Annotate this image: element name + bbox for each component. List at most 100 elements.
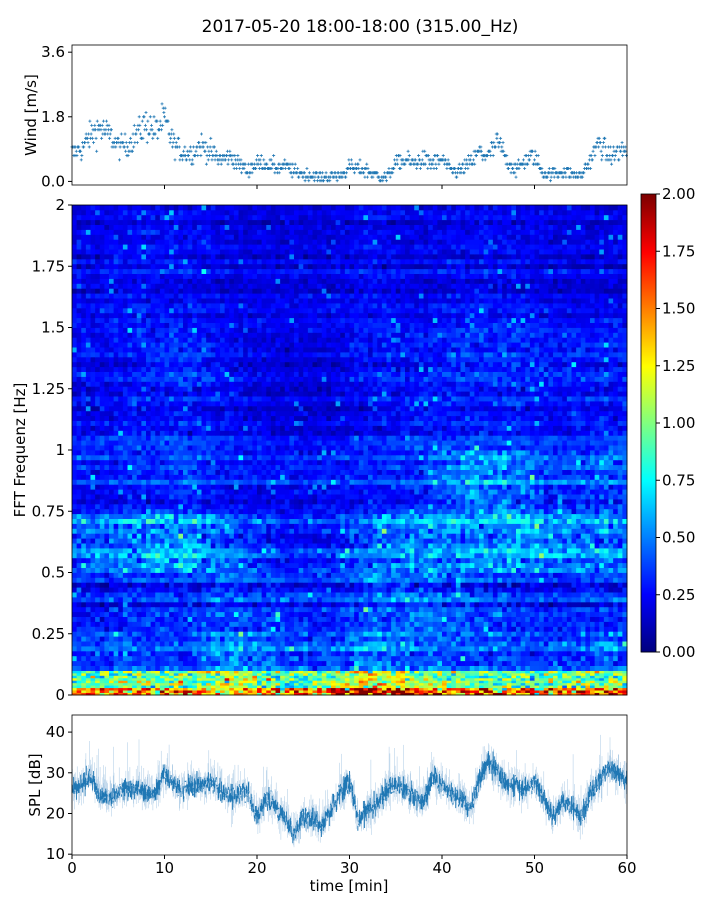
heatmap-cell <box>498 617 503 622</box>
heatmap-cell <box>521 573 526 578</box>
heatmap-cell <box>613 675 618 678</box>
heatmap-cell <box>405 688 410 691</box>
heatmap-cell <box>590 651 595 656</box>
heatmap-cell <box>618 641 623 646</box>
heatmap-cell <box>197 661 202 666</box>
heatmap-cell <box>137 563 142 568</box>
heatmap-cell <box>396 675 401 678</box>
heatmap-cell <box>595 622 600 627</box>
heatmap-cell <box>285 587 290 592</box>
heatmap-cell <box>132 675 137 678</box>
heatmap-cell <box>100 685 105 688</box>
heatmap-cell <box>229 678 234 681</box>
heatmap-cell <box>322 582 327 587</box>
heatmap-cell <box>618 675 623 678</box>
heatmap-cell <box>326 675 331 678</box>
heatmap-cell <box>609 688 614 691</box>
heatmap-cell <box>609 646 614 651</box>
heatmap-cell <box>511 563 516 568</box>
heatmap-cell <box>326 685 331 688</box>
heatmap-cell <box>299 685 304 688</box>
heatmap-cell <box>257 558 262 563</box>
heatmap-cell <box>266 626 271 631</box>
heatmap-cell <box>262 602 267 607</box>
heatmap-cell <box>396 587 401 592</box>
heatmap-cell <box>461 678 466 681</box>
heatmap-cell <box>308 617 313 622</box>
heatmap-cell <box>146 690 151 693</box>
heatmap-cell <box>220 678 225 681</box>
heatmap-cell <box>424 661 429 666</box>
heatmap-cell <box>474 688 479 691</box>
wind-point <box>396 163 399 166</box>
heatmap-cell <box>539 597 544 602</box>
heatmap-cell <box>289 680 294 683</box>
heatmap-cell <box>326 568 331 573</box>
heatmap-cell <box>123 671 128 674</box>
heatmap-cell <box>521 577 526 582</box>
heatmap-cell <box>331 587 336 592</box>
heatmap-cell <box>215 685 220 688</box>
heatmap-cell <box>155 607 160 612</box>
heatmap-cell <box>428 671 433 674</box>
heatmap-cell <box>419 673 424 676</box>
heatmap-cell <box>294 622 299 627</box>
heatmap-cell <box>234 666 239 671</box>
heatmap-cell <box>294 568 299 573</box>
wind-point <box>293 167 296 170</box>
heatmap-cell <box>539 678 544 681</box>
heatmap-cell <box>572 558 577 563</box>
heatmap-cell <box>308 626 313 631</box>
wind-point <box>357 167 360 170</box>
heatmap-cell <box>442 602 447 607</box>
heatmap-cell <box>262 607 267 612</box>
heatmap-cell <box>609 607 614 612</box>
heatmap-cell <box>428 587 433 592</box>
heatmap-cell <box>585 602 590 607</box>
heatmap-cell <box>350 683 355 686</box>
heatmap-cell <box>456 612 461 617</box>
heatmap-cell <box>585 563 590 568</box>
heatmap-cell <box>437 592 442 597</box>
heatmap-cell <box>368 641 373 646</box>
heatmap-cell <box>474 626 479 631</box>
heatmap-cell <box>382 587 387 592</box>
heatmap-cell <box>160 651 165 656</box>
heatmap-cell <box>387 592 392 597</box>
heatmap-cell <box>433 602 438 607</box>
heatmap-cell <box>400 675 405 678</box>
heatmap-cell <box>114 685 119 688</box>
heatmap-cell <box>197 617 202 622</box>
heatmap-cell <box>387 626 392 631</box>
heatmap-cell <box>567 582 572 587</box>
heatmap-cell <box>188 683 193 686</box>
heatmap-cell <box>484 641 489 646</box>
heatmap-cell <box>280 577 285 582</box>
heatmap-cell <box>470 592 475 597</box>
heatmap-cell <box>225 685 230 688</box>
wind-point <box>472 158 475 161</box>
heatmap-cell <box>178 646 183 651</box>
spectrogram-cells <box>72 205 627 695</box>
heatmap-cell <box>400 582 405 587</box>
heatmap-cell <box>72 636 77 641</box>
heatmap-cell <box>488 683 493 686</box>
heatmap-cell <box>539 582 544 587</box>
heatmap-cell <box>544 617 549 622</box>
heatmap-cell <box>280 683 285 686</box>
heatmap-cell <box>322 678 327 681</box>
heatmap-cell <box>595 683 600 686</box>
heatmap-cell <box>488 582 493 587</box>
heatmap-cell <box>428 631 433 636</box>
heatmap-cell <box>424 597 429 602</box>
heatmap-cell <box>502 607 507 612</box>
heatmap-cell <box>525 680 530 683</box>
heatmap-cell <box>493 577 498 582</box>
heatmap-cell <box>530 680 535 683</box>
heatmap-cell <box>114 646 119 651</box>
heatmap-cell <box>100 597 105 602</box>
heatmap-cell <box>377 651 382 656</box>
heatmap-cell <box>590 626 595 631</box>
heatmap-cell <box>544 597 549 602</box>
heatmap-cell <box>558 563 563 568</box>
